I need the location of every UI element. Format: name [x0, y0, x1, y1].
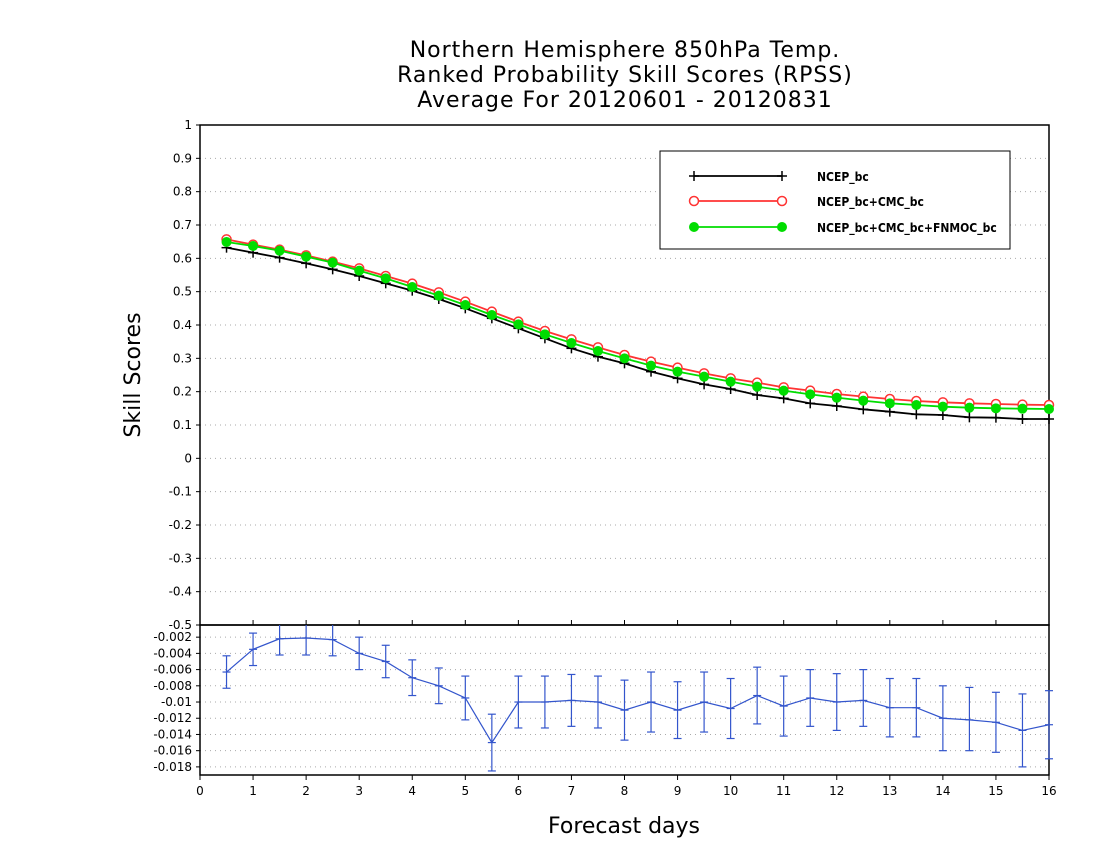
series-2-point	[566, 338, 577, 348]
chart-title-line-2: Ranked Probability Skill Scores (RPSS)	[397, 63, 853, 88]
series-2-point	[990, 403, 1001, 414]
series-2-point	[221, 237, 232, 247]
series-2-point	[831, 392, 842, 403]
y-axis-title: Skill Scores	[121, 312, 146, 437]
x-tick-label: 10	[723, 784, 738, 798]
diff-y-tick-label: -0.008	[153, 679, 192, 693]
main-y-tick-label: -0.2	[169, 518, 192, 532]
series-2-point	[539, 329, 550, 340]
main-y-tick-label: 0.8	[173, 185, 192, 199]
series-2-point	[513, 319, 524, 330]
legend-label-ncep-cmc: NCEP_bc+CMC_bc	[817, 195, 924, 210]
diff-y-tick-label: -0.014	[153, 727, 192, 741]
series-2-point	[433, 290, 444, 301]
legend-marker-1-right	[776, 195, 788, 207]
legend-box	[659, 150, 1011, 250]
x-tick-label: 14	[935, 784, 950, 798]
chart-title-line-3: Average For 20120601 - 20120831	[417, 88, 833, 113]
main-series-group	[221, 234, 1055, 424]
series-2-point	[752, 381, 763, 392]
series-2-point	[858, 395, 869, 406]
diff-series-group	[222, 625, 1053, 772]
legend-label-ncep-cmc-fnmoc: NCEP_bc+CMC_bc+FNMOC_bc	[817, 221, 997, 236]
main-y-tick-label: 0.9	[173, 151, 192, 165]
diff-y-tick-label: -0.004	[153, 646, 192, 660]
x-axis: 0 1 2 3 4 5 6 7 8 9 10 11 12 13 14 15 16	[196, 620, 1057, 798]
series-2-point	[672, 366, 683, 377]
legend-marker-2-right	[777, 222, 787, 232]
x-tick-label: 15	[988, 784, 1003, 798]
series-2-point	[778, 385, 789, 396]
chart-title-line-1: Northern Hemisphere 850hPa Temp.	[409, 38, 841, 63]
x-tick-label: 1	[249, 784, 257, 798]
main-y-axis: -0.5 -0.4 -0.3 -0.2 -0.1 0 0.1 0.2 0.3 0.4 0.5 0.6 0…	[169, 118, 200, 632]
x-tick-label: 16	[1041, 784, 1056, 798]
series-0-line	[226, 246, 1049, 420]
legend-marker-1-left	[688, 195, 700, 207]
series-2-point	[301, 251, 312, 262]
x-tick-label: 12	[829, 784, 844, 798]
main-y-tick-label: 0.3	[173, 351, 192, 365]
series-2-point	[248, 241, 259, 251]
series-2-point	[354, 265, 365, 276]
series-2-point	[592, 346, 603, 356]
main-y-tick-label: -0.4	[169, 585, 192, 599]
series-2-point	[805, 389, 816, 400]
x-tick-label: 4	[408, 784, 416, 798]
main-y-tick-label: 0.6	[173, 251, 192, 265]
series-2-point	[380, 273, 391, 284]
diff-line	[226, 637, 1050, 744]
diff-y-tick-label: -0.018	[153, 760, 192, 774]
main-y-tick-label: -0.1	[169, 485, 192, 499]
series-2-point	[460, 300, 471, 310]
series-2-point	[911, 400, 922, 410]
diff-y-tick-label: -0.01	[161, 695, 192, 709]
main-y-tick-label: 0.7	[173, 218, 192, 232]
series-2-point	[937, 401, 948, 412]
x-tick-label: 6	[515, 784, 523, 798]
series-2-point	[486, 310, 497, 320]
series-2-point	[646, 360, 657, 371]
x-tick-label: 11	[776, 784, 791, 798]
legend-marker-2-left	[689, 222, 699, 232]
x-tick-label: 8	[621, 784, 629, 798]
main-y-tick-label: 0.4	[173, 318, 192, 332]
legend: NCEP_bc NCEP_bc+CMC_bc NCEP_bc+CMC_bc+FN…	[659, 150, 1011, 250]
x-tick-label: 7	[568, 784, 576, 798]
series-2-point	[407, 282, 418, 292]
main-y-tick-label: 0.2	[173, 385, 192, 399]
legend-label-ncep-bc: NCEP_bc	[817, 170, 869, 185]
series-2-point	[1017, 403, 1028, 414]
x-tick-label: 2	[302, 784, 310, 798]
diff-y-axis: -0.002 -0.004 -0.006 -0.008 -0.01 -0.012 -0.01…	[153, 630, 200, 774]
x-tick-label: 0	[196, 784, 204, 798]
series-2-point	[274, 245, 285, 256]
series-1-line	[226, 238, 1050, 406]
x-tick-label: 3	[355, 784, 363, 798]
x-axis-title: Forecast days	[548, 814, 700, 839]
series-2-point	[327, 257, 338, 268]
main-y-tick-label: 1	[184, 118, 192, 132]
series-2-point	[964, 402, 975, 413]
main-y-tick-label: 0.1	[173, 418, 192, 432]
diff-y-tick-label: -0.006	[153, 663, 192, 677]
diff-y-tick-label: -0.012	[153, 711, 192, 725]
main-y-tick-label: -0.5	[169, 618, 192, 632]
legend-samples	[688, 171, 788, 232]
diff-y-tick-label: -0.016	[153, 744, 192, 758]
series-2-point	[699, 371, 710, 382]
series-2-point	[619, 353, 630, 364]
main-y-tick-label: 0	[184, 451, 192, 465]
series-2-point	[725, 376, 736, 387]
x-tick-label: 9	[674, 784, 682, 798]
x-tick-label: 13	[882, 784, 897, 798]
series-2-point	[1044, 404, 1054, 414]
series-2-point	[884, 398, 895, 409]
main-y-tick-label: -0.3	[169, 551, 192, 565]
main-y-tick-label: 0.5	[173, 285, 192, 299]
diff-y-tick-label: -0.002	[153, 630, 192, 644]
x-tick-label: 5	[461, 784, 469, 798]
